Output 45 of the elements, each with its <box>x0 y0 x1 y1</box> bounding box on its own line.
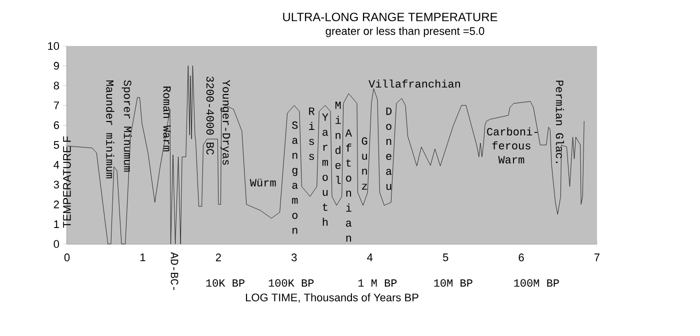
x-axis-title: LOG TIME, Thousands of Years BP <box>246 293 418 303</box>
annotation: Sporer Minumum <box>122 80 132 172</box>
x-tick-label: 7 <box>594 254 600 262</box>
y-tick-label: 7 <box>54 102 59 110</box>
x-tick-label: 4 <box>367 254 373 262</box>
y-tick-label: 5 <box>54 141 60 149</box>
y-tick-label: 1 <box>54 220 59 228</box>
annotation: Permian Glac. <box>556 80 564 163</box>
y-axis-title: TEMPERATURE F <box>63 136 71 228</box>
annotation: Maunder minimum <box>106 80 114 178</box>
y-tick-label: 3 <box>54 180 59 188</box>
text: 100K BP <box>268 279 314 287</box>
annotation: 3200-4000 BC <box>206 76 214 155</box>
annotation: Mindel <box>335 102 341 184</box>
text: 100M BP <box>514 279 559 287</box>
annotation: Gunz <box>362 137 368 190</box>
x-tick-label: 2 <box>216 254 221 262</box>
y-tick-label: 2 <box>54 200 59 208</box>
annotation: Roman Warm <box>163 86 171 152</box>
annotation: Villafranchian <box>368 80 460 88</box>
y-tick-label: 10 <box>48 42 60 50</box>
chart-title: ULTRA-LONG RANGE TEMPERATURE <box>283 12 498 22</box>
annotation: Younger-Dryas <box>220 80 230 165</box>
chart-subtitle: greater or less than present =5.0 <box>326 26 484 38</box>
annotation: Doneau <box>386 108 392 190</box>
x-tick-label: 1 <box>140 254 146 262</box>
x-tick-label: 6 <box>518 254 524 262</box>
text: 10K BP <box>206 279 244 287</box>
text: 10M BP <box>434 279 472 287</box>
x-tick-label: 3 <box>292 254 297 262</box>
x-tick-label: 0 <box>64 254 70 262</box>
annotation: Aftonian <box>345 129 352 242</box>
annotation: Sangamon <box>292 121 298 234</box>
y-tick-label: 6 <box>54 121 59 130</box>
y-tick-label: 9 <box>54 62 59 70</box>
annotation: Riss <box>309 108 315 160</box>
annotation: Yarmouth <box>322 114 328 226</box>
text: 1 M BP <box>358 279 397 287</box>
annotation: Würm <box>250 178 276 186</box>
annotation: Carboni- ferous Warm <box>487 127 538 164</box>
y-tick-label: 8 <box>54 82 59 90</box>
text: AD-BC- <box>170 252 178 290</box>
x-tick-label: 5 <box>442 254 448 262</box>
y-tick-label: 0 <box>54 240 60 248</box>
y-tick-label: 4 <box>54 161 60 169</box>
